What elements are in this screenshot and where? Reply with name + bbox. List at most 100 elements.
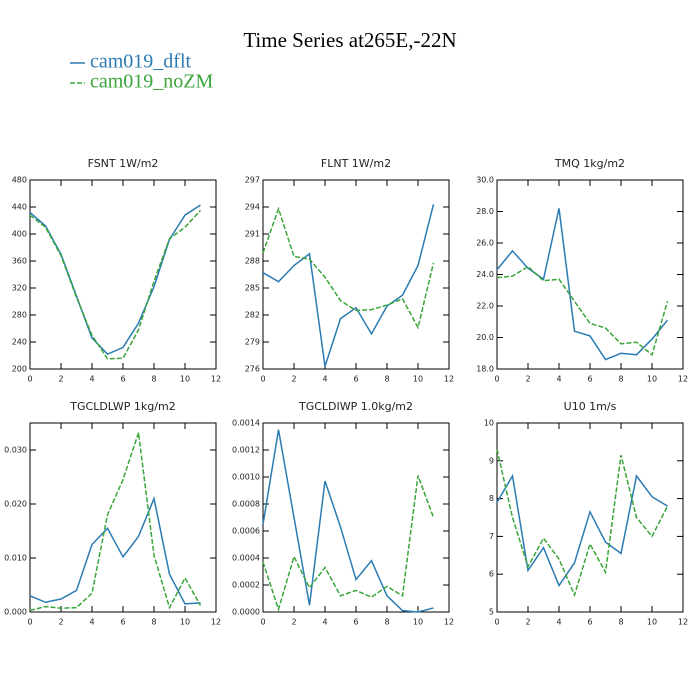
y-tick-label: 200	[12, 365, 27, 374]
x-tick-label: 4	[89, 618, 94, 627]
plot-frame	[262, 179, 450, 370]
y-tick-label: 9	[489, 456, 494, 465]
series-line	[262, 475, 435, 612]
y-tick-label: 0.020	[4, 500, 27, 509]
y-tick-label: 291	[245, 230, 260, 239]
x-tick-label: 6	[587, 375, 592, 384]
series-line	[496, 208, 669, 361]
y-tick-label: 28.0	[476, 207, 494, 216]
y-tick-label: 276	[245, 365, 260, 374]
y-tick-label: 6	[489, 570, 494, 579]
subplot-title: U10 1m/s	[564, 400, 617, 413]
y-tick-label: 440	[12, 203, 27, 212]
y-tick-label: 0.0014	[232, 419, 260, 428]
x-tick-label: 12	[444, 375, 454, 384]
plot-frame	[29, 179, 217, 370]
series-line	[262, 204, 435, 367]
y-tick-label: 280	[12, 311, 27, 320]
x-tick-label: 8	[618, 375, 623, 384]
x-tick-label: 10	[413, 375, 423, 384]
x-tick-label: 8	[384, 618, 389, 627]
x-tick-label: 2	[58, 618, 63, 627]
y-tick-label: 22.0	[476, 302, 494, 311]
x-tick-label: 0	[260, 375, 265, 384]
x-tick-label: 10	[647, 618, 657, 627]
y-tick-label: 8	[489, 494, 494, 503]
y-tick-label: 320	[12, 284, 27, 293]
x-tick-label: 6	[120, 375, 125, 384]
y-tick-label: 0.0010	[232, 473, 260, 482]
x-tick-label: 0	[494, 618, 499, 627]
x-tick-label: 8	[151, 618, 156, 627]
series-line	[496, 473, 668, 588]
y-tick-label: 288	[245, 257, 260, 266]
x-tick-label: 6	[587, 618, 592, 627]
x-tick-label: 0	[260, 618, 265, 627]
y-tick-label: 0.0000	[232, 608, 260, 617]
y-tick-label: 279	[245, 338, 260, 347]
y-tick-label: 480	[12, 176, 27, 185]
y-tick-label: 0.0008	[232, 500, 260, 509]
series-line	[262, 206, 435, 330]
series-line	[496, 265, 669, 357]
y-tick-label: 5	[489, 608, 494, 617]
x-tick-label: 4	[556, 618, 561, 627]
y-tick-label: 10	[484, 419, 494, 428]
y-tick-label: 0.010	[4, 554, 27, 563]
x-tick-label: 4	[322, 375, 327, 384]
x-tick-label: 10	[180, 375, 190, 384]
x-tick-label: 2	[525, 618, 530, 627]
y-tick-label: 285	[245, 284, 260, 293]
x-tick-label: 12	[211, 375, 221, 384]
y-tick-label: 282	[245, 311, 260, 320]
series-line	[29, 432, 202, 612]
y-tick-label: 240	[12, 338, 27, 347]
y-tick-label: 400	[12, 230, 27, 239]
plot-frame	[262, 422, 450, 613]
subplot-title: TGCLDLWP 1kg/m2	[69, 400, 175, 413]
legend-label: cam019_dflt	[90, 51, 192, 73]
series-line	[29, 209, 202, 360]
y-tick-label: 0.0002	[232, 581, 260, 590]
x-tick-label: 2	[58, 375, 63, 384]
legend-label: cam019_noZM	[90, 71, 214, 93]
x-tick-label: 2	[291, 375, 296, 384]
y-tick-label: 0.000	[4, 608, 27, 617]
x-tick-label: 10	[413, 618, 423, 627]
plot-frame	[496, 179, 684, 370]
x-tick-label: 6	[120, 618, 125, 627]
y-tick-label: 24.0	[476, 270, 494, 279]
subplot-title: TMQ 1kg/m2	[554, 157, 625, 170]
x-tick-label: 12	[678, 375, 688, 384]
x-tick-label: 8	[151, 375, 156, 384]
x-tick-label: 10	[647, 375, 657, 384]
series-line	[29, 496, 201, 605]
y-tick-label: 0.030	[4, 446, 27, 455]
y-tick-label: 0.0006	[232, 527, 260, 536]
y-tick-label: 20.0	[476, 333, 494, 342]
chart-title: Time Series at265E,-22N	[243, 28, 456, 52]
x-tick-label: 6	[353, 375, 358, 384]
y-tick-label: 7	[489, 532, 494, 541]
x-tick-label: 4	[556, 375, 561, 384]
plot-frame	[29, 422, 217, 613]
x-tick-label: 12	[211, 618, 221, 627]
x-tick-label: 4	[322, 618, 327, 627]
x-tick-label: 8	[384, 375, 389, 384]
plot-frame	[496, 422, 684, 613]
x-tick-label: 6	[353, 618, 358, 627]
x-tick-label: 10	[180, 618, 190, 627]
x-tick-label: 12	[444, 618, 454, 627]
subplot-title: TGCLDIWP 1.0kg/m2	[298, 400, 413, 413]
y-tick-label: 0.0004	[232, 554, 260, 563]
x-tick-label: 0	[494, 375, 499, 384]
subplot-title: FSNT 1W/m2	[88, 157, 159, 170]
subplot-title: FLNT 1W/m2	[321, 157, 391, 170]
x-tick-label: 12	[678, 618, 688, 627]
series-line	[262, 429, 434, 613]
series-line	[496, 449, 669, 598]
x-tick-label: 2	[291, 618, 296, 627]
x-tick-label: 0	[27, 618, 32, 627]
y-tick-label: 297	[245, 176, 260, 185]
